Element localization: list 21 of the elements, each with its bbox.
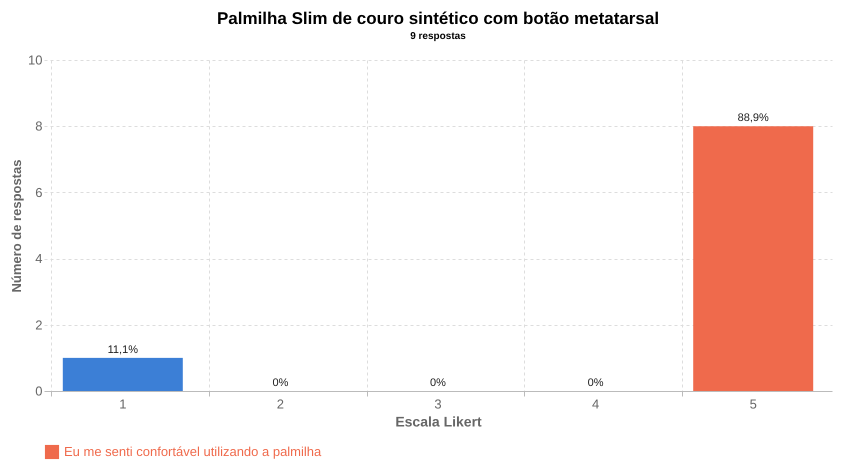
x-tick-label: 1 bbox=[119, 396, 126, 412]
annotation: 0% bbox=[272, 377, 289, 389]
y-axis-title: Número de respostas bbox=[9, 160, 24, 292]
chart-title: Palmilha Slim de couro sintético com botão metatarsal bbox=[216, 9, 660, 28]
chart-subtitle: 9 respostas bbox=[410, 31, 466, 42]
annotation: 11,1% bbox=[108, 344, 138, 356]
annotation: 0% bbox=[588, 377, 604, 389]
y-tick-label: 4 bbox=[35, 251, 42, 266]
x-axis-title: Escala Likert bbox=[395, 414, 482, 430]
y-tick-label: 0 bbox=[35, 384, 42, 398]
annotation: 0% bbox=[430, 377, 446, 389]
legend-label: Eu me senti confortável utilizando a palmilha bbox=[64, 444, 322, 459]
x-tick-label: 5 bbox=[750, 396, 757, 412]
y-tick-label: 2 bbox=[35, 317, 42, 332]
x-tick-label: 4 bbox=[592, 396, 600, 412]
x-tick-label: 3 bbox=[434, 396, 442, 412]
y-tick-label: 8 bbox=[35, 118, 42, 134]
x-tick-label: 2 bbox=[276, 396, 284, 412]
y-tick-label: 6 bbox=[35, 184, 42, 200]
annotation: 88,9% bbox=[738, 112, 770, 124]
y-tick-label: 10 bbox=[28, 52, 42, 68]
